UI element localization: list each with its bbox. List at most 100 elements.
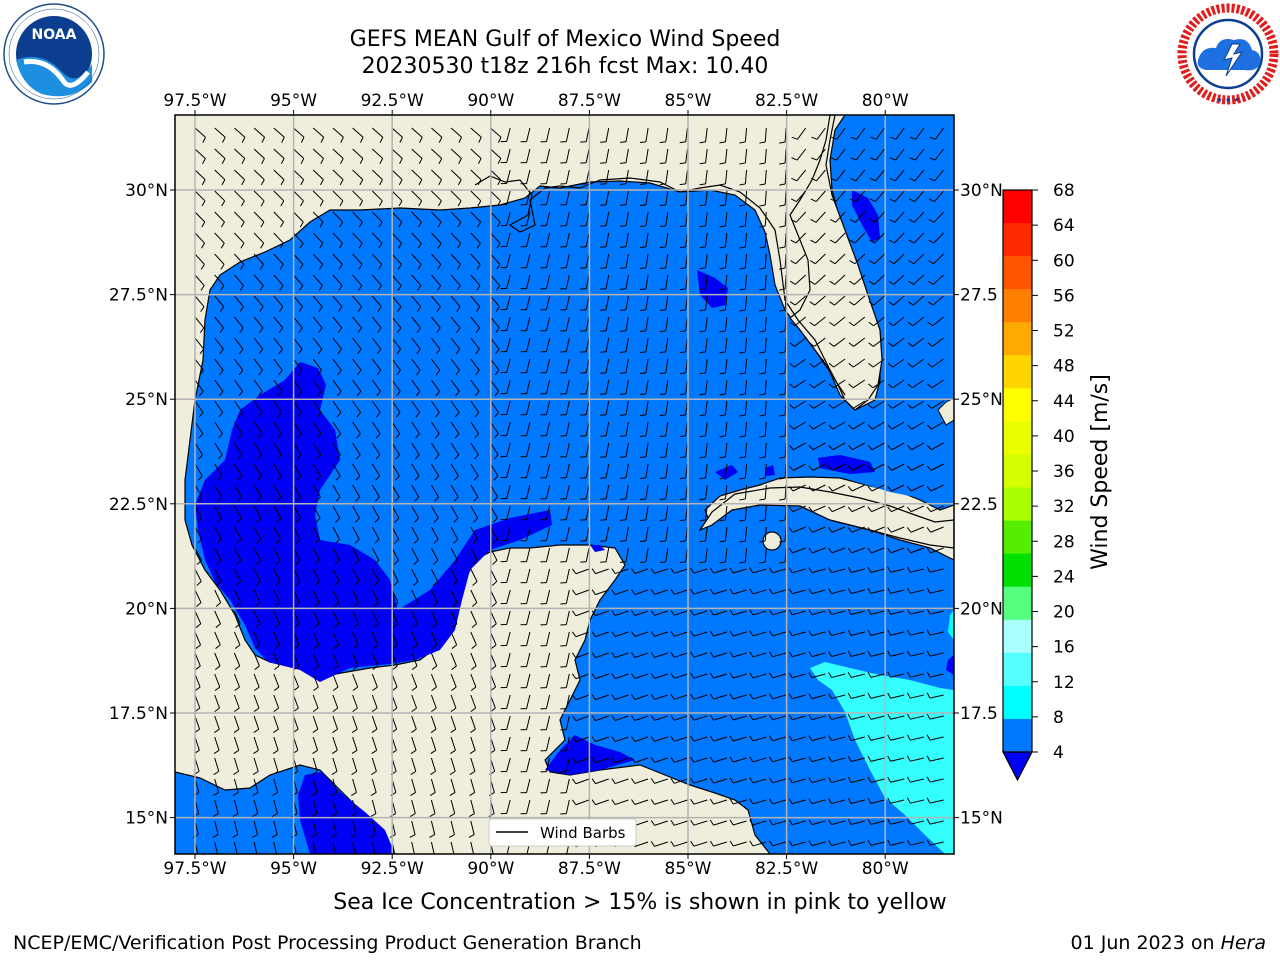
wind-barb: [769, 651, 787, 658]
wind-barb: [540, 589, 551, 605]
lat-label-right: 25°N: [960, 390, 1003, 410]
wind-barb: [352, 652, 359, 670]
wind-barb: [520, 211, 531, 227]
wind-barb: [848, 379, 866, 389]
wind-barb: [847, 839, 865, 846]
wind-barb: [312, 610, 320, 628]
wind-barb: [631, 631, 649, 637]
wind-barb: [470, 358, 480, 376]
wind-barb: [619, 358, 629, 374]
wind-barb: [470, 127, 482, 143]
wind-barb: [788, 630, 806, 637]
wind-barb: [769, 714, 787, 721]
colorbar-tick: 16: [1053, 638, 1075, 658]
wind-barb: [600, 442, 610, 458]
wind-barb: [273, 169, 285, 186]
wind-barb: [560, 127, 570, 143]
wind-barb: [500, 232, 511, 248]
wind-barb: [650, 841, 668, 847]
wind-barb: [233, 442, 243, 460]
wind-barb: [759, 295, 767, 312]
lon-label-top: 80°W: [862, 91, 909, 111]
wind-barb: [332, 169, 344, 186]
wind-barb: [709, 672, 728, 679]
wind-barb: [867, 734, 885, 741]
wind-barb: [808, 798, 826, 805]
noaa-logo-text: NOAA: [32, 27, 77, 43]
wind-barb: [739, 169, 748, 186]
wind-barb: [789, 337, 807, 347]
colorbar-tick: 20: [1053, 603, 1075, 623]
wind-barb: [828, 588, 846, 595]
wind-barb: [631, 799, 649, 805]
wind-barb: [749, 777, 767, 784]
wind-barb: [450, 694, 457, 713]
wind-barb: [828, 630, 846, 637]
wind-barb: [233, 421, 243, 439]
wind-barb: [809, 316, 826, 327]
wind-barb: [810, 211, 826, 223]
wind-barb: [391, 274, 402, 291]
footer-host: Hera: [1220, 932, 1266, 954]
colorbar-tick: 44: [1053, 392, 1075, 412]
wind-barb: [410, 736, 417, 755]
wind-barb: [253, 400, 263, 418]
wind-barb: [659, 127, 669, 144]
wind-barb: [788, 609, 806, 616]
wind-barb: [926, 463, 944, 471]
lat-label-right: 27.5: [960, 286, 998, 306]
colorbar-tick: 64: [1053, 216, 1075, 236]
wind-barb: [411, 694, 418, 713]
wind-barb: [450, 421, 460, 439]
wind-barb: [759, 547, 767, 564]
wind-barb: [500, 694, 511, 710]
wind-barb: [580, 211, 590, 227]
wind-barb: [739, 127, 748, 144]
wind-barb: [749, 840, 767, 847]
wind-barb: [828, 672, 846, 679]
wind-barb: [490, 127, 502, 143]
wind-barb: [450, 148, 462, 165]
wind-barb: [371, 715, 378, 734]
wind-barb: [470, 484, 479, 502]
wind-barb: [233, 547, 242, 565]
wind-barb: [273, 694, 280, 713]
wind-barb: [659, 442, 669, 459]
wind-barb: [788, 756, 806, 763]
wind-barb: [271, 799, 278, 817]
wind-barb: [699, 148, 708, 165]
wind-barb: [352, 694, 358, 713]
lat-label-right: 22.5: [960, 495, 998, 515]
wind-barb: [719, 526, 728, 543]
wind-barb: [411, 295, 422, 312]
wind-barb: [213, 757, 220, 775]
wind-barb: [906, 776, 925, 783]
wind-barb: [788, 484, 806, 492]
wind-barb: [500, 379, 511, 395]
wind-barb: [371, 484, 380, 502]
wind-barb: [847, 526, 865, 533]
wind-barb: [828, 442, 846, 451]
lat-label-right: 17.5: [960, 704, 998, 724]
wind-barb: [540, 799, 551, 815]
wind-barb: [739, 400, 748, 417]
wind-barb: [490, 463, 499, 481]
wind-barb: [273, 127, 285, 143]
wind-barb: [600, 421, 610, 437]
wind-barb: [560, 799, 570, 815]
wind-barb: [214, 337, 224, 355]
wind-barb: [591, 610, 609, 617]
wind-barb: [670, 819, 688, 826]
wind-barb: [450, 400, 460, 418]
wind-barb: [739, 211, 748, 228]
wind-barb: [769, 756, 787, 763]
wind-barb: [371, 190, 383, 207]
wind-barb: [888, 253, 905, 265]
wind-barb: [679, 295, 688, 312]
wind-barb: [430, 442, 440, 460]
wind-barb: [540, 736, 551, 752]
wind-barb: [540, 127, 551, 143]
wind-barb: [194, 316, 205, 334]
wind-barb: [639, 526, 649, 542]
wind-barb: [591, 736, 609, 743]
